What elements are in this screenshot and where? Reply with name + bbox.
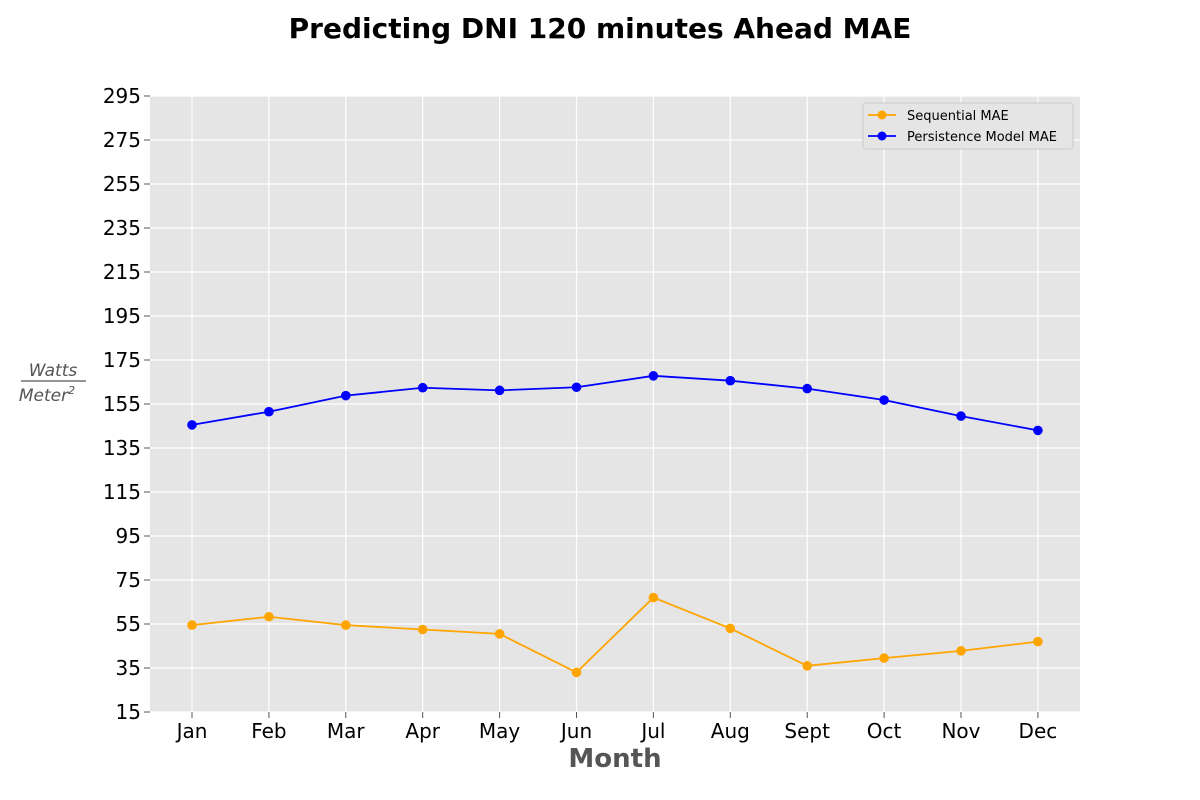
data-point (648, 592, 659, 603)
x-tick-label: Dec (1019, 719, 1058, 743)
data-point (956, 646, 966, 656)
data-point (956, 411, 966, 421)
data-point (648, 371, 659, 381)
series-line (191, 374, 1039, 432)
data-point (417, 624, 428, 635)
series-1 (187, 371, 1043, 436)
x-tick-label: Jan (175, 719, 208, 743)
data-point (264, 611, 274, 622)
y-tick-label: 155 (103, 392, 141, 416)
x-tick-label: Mar (327, 719, 366, 743)
series-lines (187, 371, 1043, 678)
y-axis-label: Watts Meter2 (19, 361, 86, 406)
data-point (494, 385, 505, 396)
x-axis-label: Month (568, 744, 661, 774)
data-point (725, 623, 736, 634)
y-tick-label: 255 (103, 172, 141, 196)
y-tick-label: 35 (116, 656, 141, 680)
data-point (494, 629, 505, 639)
data-point (725, 375, 736, 386)
data-point (264, 406, 274, 417)
data-point (417, 382, 428, 393)
y-axis-label-denominator-superscript: 2 (68, 384, 75, 397)
data-point (1033, 425, 1043, 436)
data-point (879, 653, 889, 663)
data-point (571, 667, 582, 678)
legend-marker (877, 131, 887, 141)
x-axis-ticks: Jan Feb Mar Apr May Jun Jul Aug Sept Oct Nov Dec (175, 712, 1058, 743)
y-tick-label: 215 (103, 260, 141, 284)
y-tick-label: 295 (103, 84, 141, 108)
series-line (191, 596, 1039, 674)
data-point (802, 661, 812, 671)
y-tick-label: 195 (103, 304, 141, 328)
x-tick-label: Nov (941, 719, 980, 743)
data-point (187, 420, 197, 430)
y-tick-label: 55 (116, 612, 141, 636)
data-point (571, 382, 582, 393)
legend-label: Sequential MAE (907, 109, 1009, 124)
x-tick-label: Jun (559, 719, 592, 743)
y-tick-label: 235 (103, 216, 141, 240)
series-0 (187, 592, 1043, 678)
y-tick-label: 135 (103, 436, 141, 460)
data-point (1033, 636, 1043, 647)
y-tick-label: 75 (116, 568, 141, 592)
y-axis-label-denominator: Meter2 (19, 384, 75, 406)
y-tick-label: 175 (103, 348, 141, 372)
data-point (341, 620, 351, 630)
x-tick-label: May (479, 719, 521, 743)
y-axis-label-denominator-text: Meter (19, 386, 69, 406)
data-point (341, 390, 351, 401)
y-tick-label: 275 (103, 128, 141, 152)
x-tick-label: Sept (784, 719, 830, 743)
legend-box (862, 102, 1074, 150)
data-point (802, 383, 812, 394)
y-tick-label: 95 (116, 524, 141, 548)
x-tick-label: Oct (867, 719, 902, 743)
legend-marker (877, 110, 887, 120)
chart-title: Predicting DNI 120 minutes Ahead MAE (289, 12, 912, 45)
y-axis-ticks: 15 35 55 75 95 115 135 155 175 195 215 235 255 275 295 (103, 84, 150, 724)
x-tick-label: Apr (405, 719, 440, 743)
y-tick-label: 15 (116, 700, 141, 724)
y-tick-label: 115 (103, 480, 141, 504)
y-axis-label-numerator: Watts (29, 361, 78, 381)
data-point (187, 620, 197, 630)
legend: Sequential MAE Persistence Model MAE (862, 102, 1074, 150)
x-tick-label: Aug (711, 719, 750, 743)
data-point (879, 395, 889, 405)
x-tick-label: Feb (251, 719, 286, 743)
legend-label: Persistence Model MAE (907, 130, 1057, 145)
x-tick-label: Jul (639, 719, 665, 743)
